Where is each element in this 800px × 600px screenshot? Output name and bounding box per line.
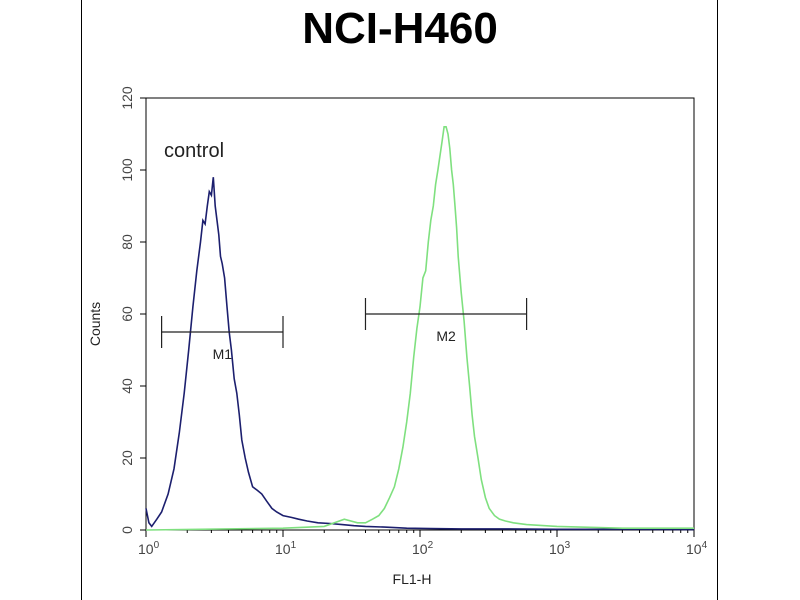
y-tick-label: 100 [119,158,135,182]
chart-title: NCI-H460 [302,4,498,53]
y-tick-label: 20 [119,450,135,466]
x-axis-title: FL1-H [393,571,432,587]
x-tick-label: 101 [275,540,297,557]
x-tick-label: 104 [686,540,708,557]
gate-label: M2 [436,328,456,344]
y-axis-title: Counts [87,302,103,346]
y-tick-label: 60 [119,306,135,322]
x-tick-exponent: 0 [154,540,160,551]
x-tick-exponent: 4 [702,540,708,551]
gate-layer: M1 M2 [161,298,528,362]
y-ticks: 0 20 40 60 80 100 120 [119,86,146,534]
sample-histogram-line [145,126,694,531]
frame-border-left [81,0,82,600]
control-label: control [164,140,224,162]
x-ticks: 100 101 102 103 104 [138,530,708,557]
y-tick-label: 40 [119,378,135,394]
x-tick-label: 102 [412,540,434,557]
frame-border-right [717,0,718,600]
y-tick-label: 120 [119,86,135,110]
x-tick-exponent: 1 [291,540,297,551]
y-tick-label: 80 [119,234,135,250]
control-histogram-line [145,177,695,531]
series-layer [145,126,695,531]
gate-label: M1 [213,346,233,362]
x-tick-label: 103 [549,540,571,557]
y-tick-label: 0 [119,526,135,534]
x-tick-label: 100 [138,540,160,557]
x-tick-exponent: 2 [428,540,434,551]
x-tick-exponent: 3 [565,540,571,551]
